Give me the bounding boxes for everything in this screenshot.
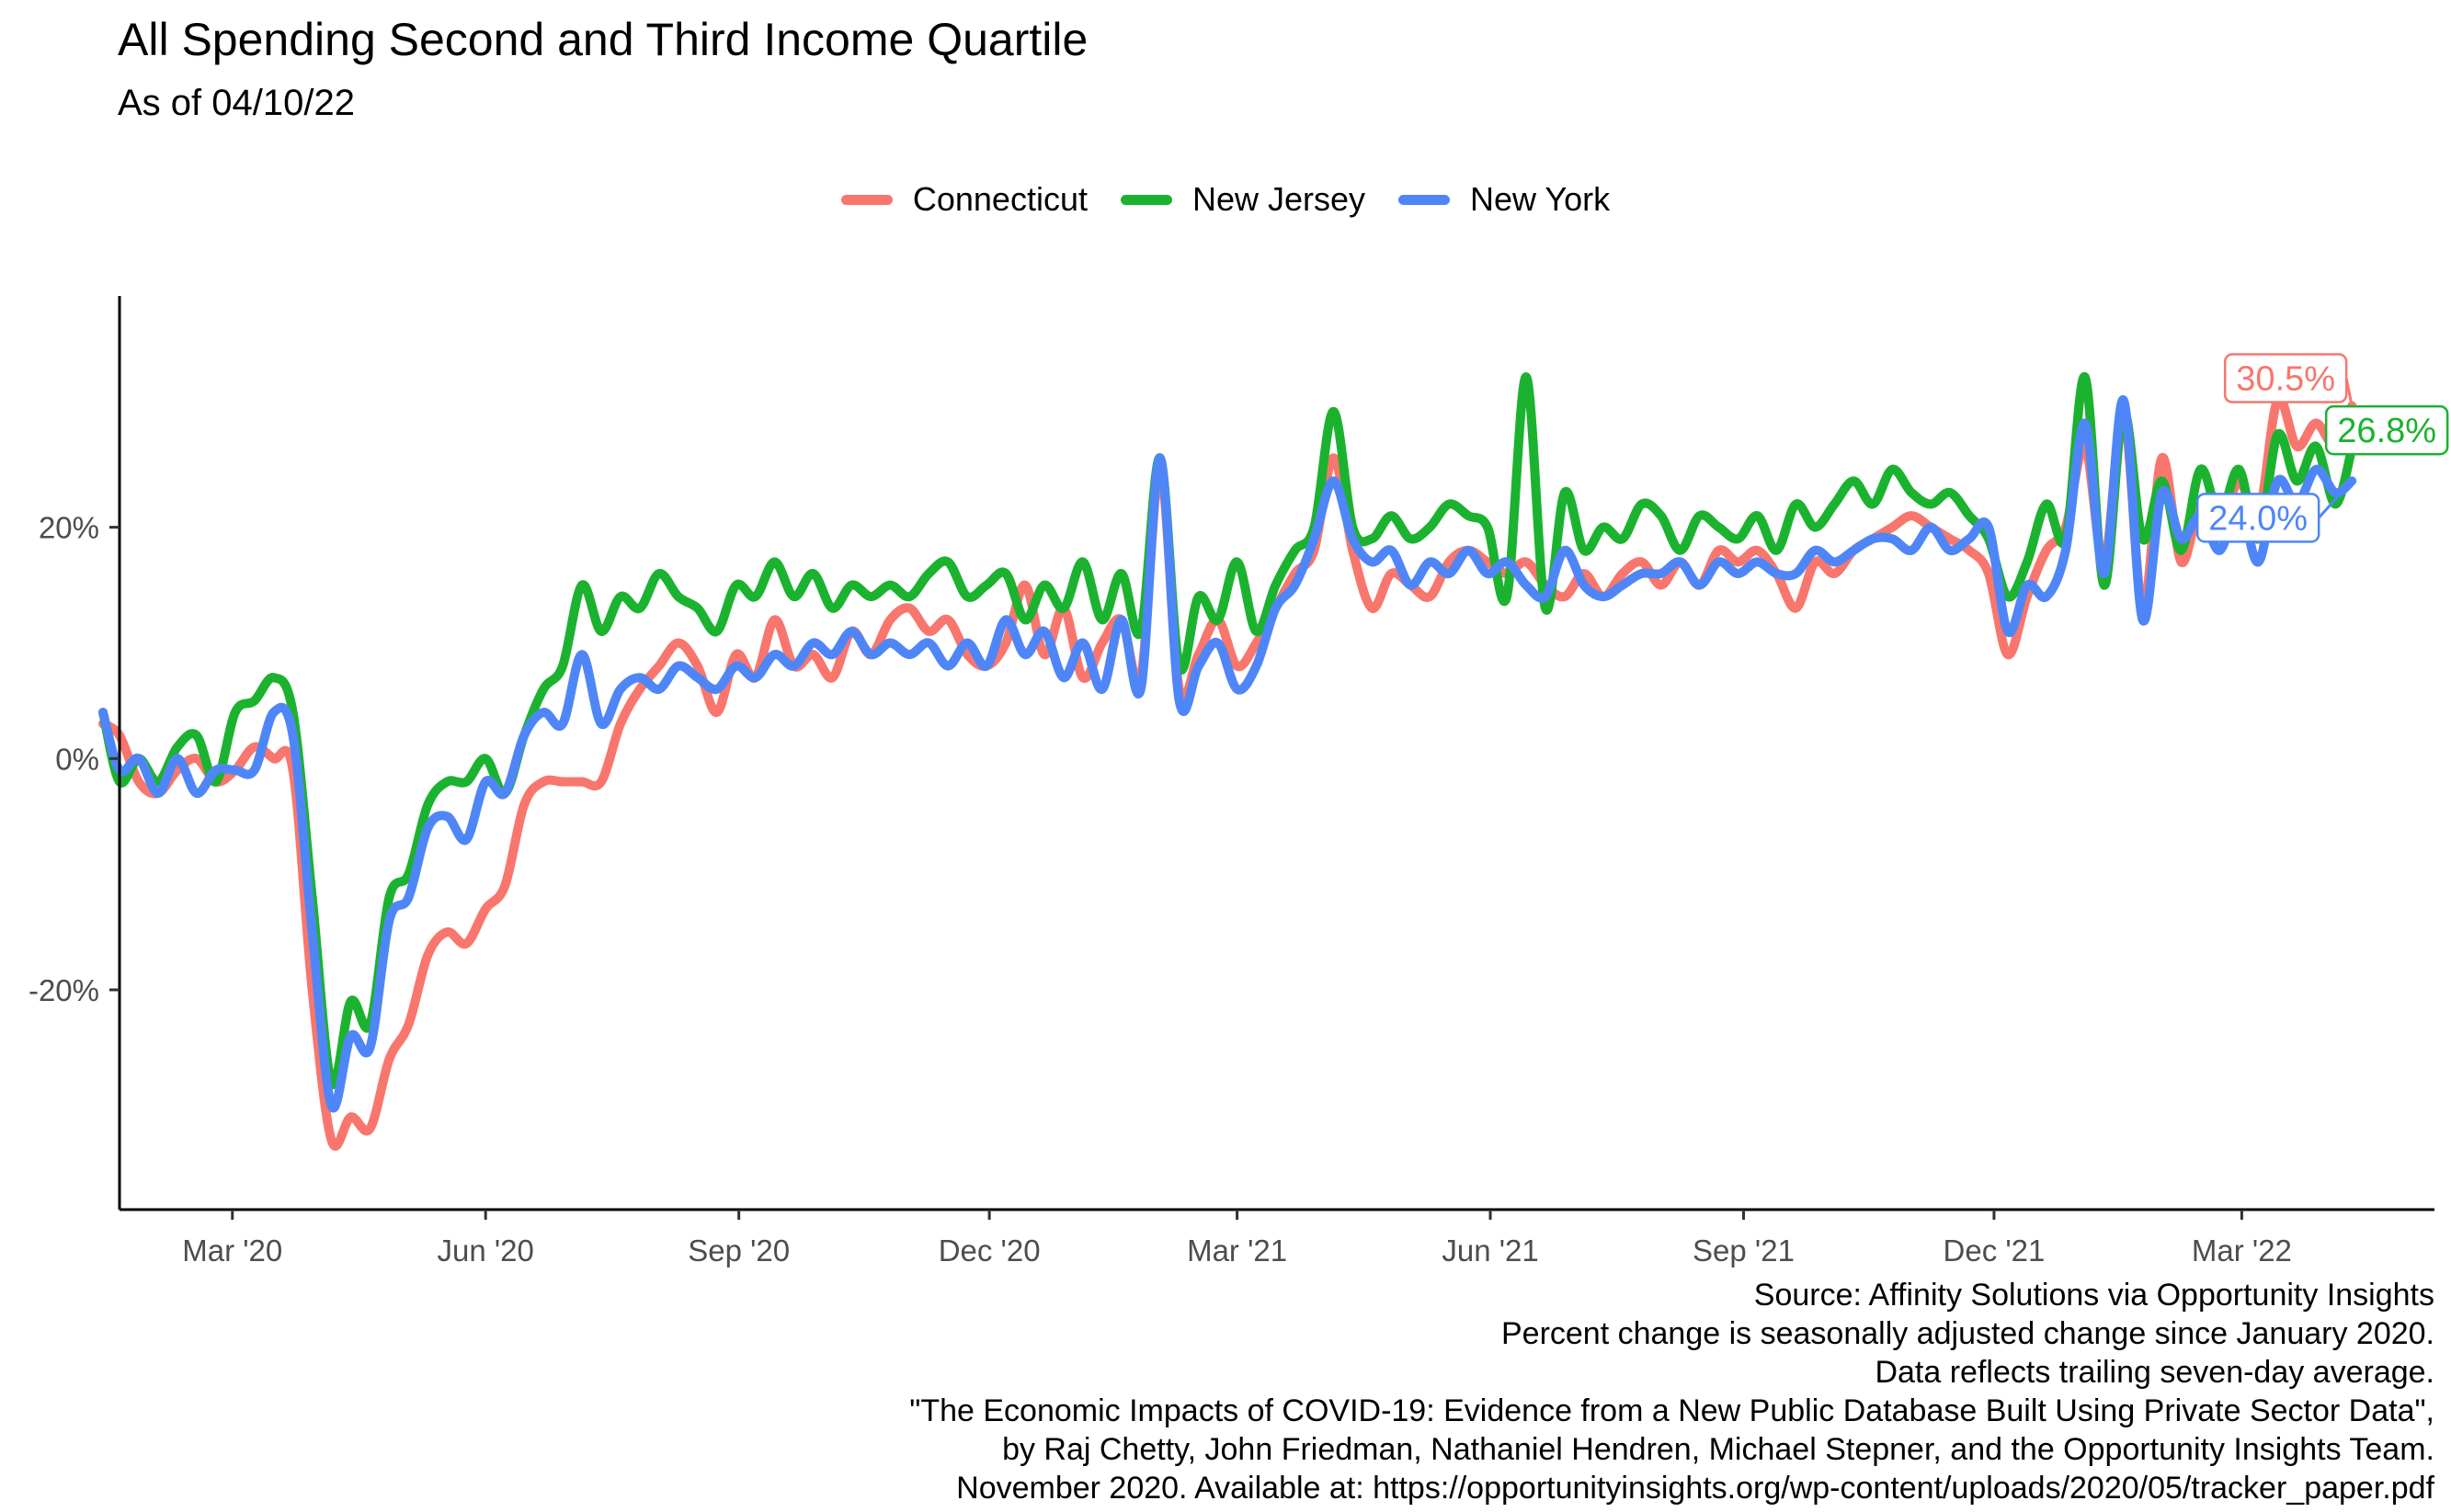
x-tick-label: Dec '21 xyxy=(1944,1233,2046,1268)
caption-line-url: November 2020. Available at: https://opp… xyxy=(956,1471,2434,1506)
end-label-text: 24.0% xyxy=(2208,499,2308,538)
chart-subtitle: As of 04/10/22 xyxy=(118,83,355,123)
series-line-new-york xyxy=(98,395,2357,1113)
legend-key-new-york xyxy=(1398,194,1451,205)
x-tick-label: Jun '21 xyxy=(1442,1233,1538,1268)
caption-line-source: Source: Affinity Solutions via Opportuni… xyxy=(1753,1278,2434,1313)
caption-line-method: Percent change is seasonally adjusted ch… xyxy=(1500,1316,2434,1351)
series-line-connecticut xyxy=(98,393,2357,1151)
end-label-leader xyxy=(2318,480,2354,519)
end-label-connecticut: 30.5% xyxy=(2223,353,2354,406)
x-tick-label: Sep '21 xyxy=(1693,1233,1795,1268)
legend-key-connecticut xyxy=(840,194,893,205)
end-label-box xyxy=(2223,353,2348,404)
legend-label-new-york: New York xyxy=(1470,180,1611,218)
end-label-box xyxy=(2324,404,2449,456)
y-tick-label: 20% xyxy=(39,511,99,545)
series-layer xyxy=(98,372,2357,1151)
caption-line-authors: by Raj Chetty, John Friedman, Nathaniel … xyxy=(1002,1432,2434,1467)
legend-item-new-jersey: New Jersey xyxy=(1120,180,1366,219)
legend-label-connecticut: Connecticut xyxy=(912,180,1088,218)
legend-item-new-york: New York xyxy=(1398,180,1610,219)
line-chart: -20% 0% 20% Mar '20 Jun '20 Sep '20 Dec '20 Mar… xyxy=(28,296,2449,1268)
legend-label-new-jersey: New Jersey xyxy=(1191,180,1366,218)
x-tick-label: Jun '20 xyxy=(438,1233,534,1268)
x-tick-label: Dec '20 xyxy=(939,1233,1041,1268)
caption: Source: Affinity Solutions via Opportuni… xyxy=(909,1276,2434,1507)
x-tick-label: Mar '21 xyxy=(1187,1233,1287,1268)
end-label-new-jersey: 26.8% xyxy=(2324,404,2449,456)
end-labels-layer: 30.5%26.8% 24.0% xyxy=(2195,353,2449,543)
axes-layer: -20% 0% 20% Mar '20 Jun '20 Sep '20 Dec '20 Mar… xyxy=(28,296,2434,1268)
x-tick-label: Mar '22 xyxy=(2192,1233,2292,1268)
caption-line-average: Data reflects trailing seven-day average… xyxy=(1875,1355,2434,1390)
end-label-new-york: 24.0% xyxy=(2195,480,2354,543)
end-label-text: 26.8% xyxy=(2337,412,2436,450)
y-tick-label: 0% xyxy=(55,742,99,776)
legend: Connecticut New Jersey New York xyxy=(0,180,2451,219)
y-tick-label: -20% xyxy=(28,973,99,1007)
legend-key-new-jersey xyxy=(1120,194,1172,205)
legend-item-connecticut: Connecticut xyxy=(840,180,1088,219)
x-tick-label: Mar '20 xyxy=(182,1233,282,1268)
x-tick-label: Sep '20 xyxy=(688,1233,790,1268)
chart-title: All Spending Second and Third Income Qua… xyxy=(118,14,1089,65)
end-label-text: 30.5% xyxy=(2236,360,2335,399)
series-line-new-jersey xyxy=(98,372,2357,1090)
caption-line-paper: "The Economic Impacts of COVID-19: Evide… xyxy=(909,1393,2434,1428)
end-label-box xyxy=(2195,493,2320,543)
